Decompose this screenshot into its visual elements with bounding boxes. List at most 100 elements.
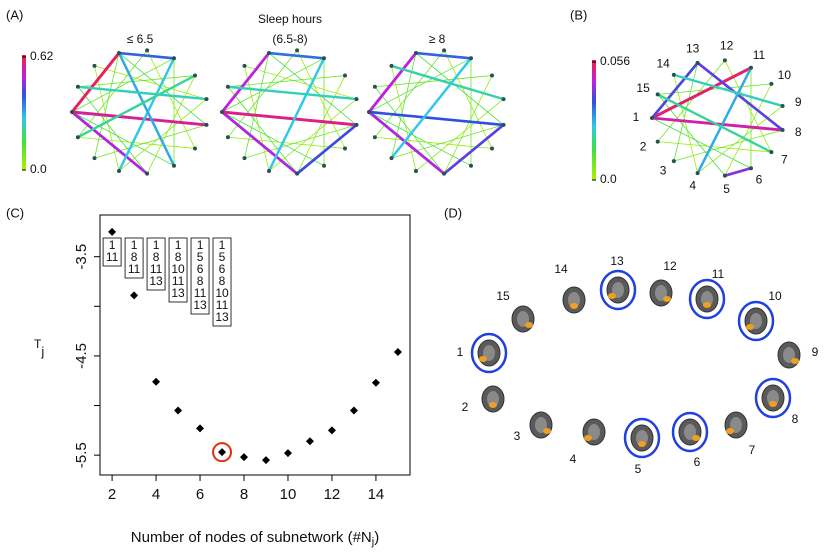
edge	[374, 136, 493, 149]
x-tick-label: 6	[196, 486, 204, 503]
point	[108, 227, 117, 236]
node	[225, 84, 230, 89]
highlight-ring	[470, 332, 508, 374]
edge	[650, 61, 699, 119]
node-label: 14	[656, 57, 670, 71]
node	[204, 122, 209, 127]
node	[92, 63, 97, 68]
x-tick-label: 14	[368, 486, 385, 503]
activation	[746, 324, 754, 330]
node	[671, 159, 676, 164]
edge	[268, 51, 325, 60]
edge	[221, 110, 298, 175]
edge	[220, 52, 271, 113]
edge	[118, 98, 207, 172]
colorbar-label: 0.0	[30, 162, 47, 176]
activation	[769, 401, 777, 407]
x-tick-label: 4	[152, 486, 160, 503]
node	[204, 97, 209, 102]
region-label: 1	[457, 345, 464, 359]
edge	[94, 52, 120, 159]
node-label: 15	[636, 81, 650, 95]
point	[152, 377, 161, 386]
subnetwork-node: 13	[215, 310, 229, 324]
edge	[673, 74, 698, 174]
region-label: 9	[812, 345, 819, 359]
node	[145, 171, 150, 176]
subnetwork-box	[212, 237, 232, 327]
edge	[391, 65, 417, 172]
region-label: 15	[496, 289, 510, 303]
subnetwork-node: 5	[197, 250, 204, 264]
node	[769, 81, 774, 86]
activation	[703, 302, 711, 308]
region-label: 8	[792, 412, 799, 426]
subnetwork-box	[102, 237, 122, 267]
panel-label: (D)	[444, 205, 462, 220]
edge	[77, 74, 196, 139]
edge	[415, 98, 504, 172]
point	[305, 437, 314, 446]
node-label: 5	[723, 182, 730, 196]
subnetwork-node: 1	[109, 238, 116, 252]
y-tick-label: -4.5	[73, 343, 90, 369]
activation	[692, 435, 700, 441]
edge	[221, 111, 325, 167]
brain-inner	[535, 417, 547, 433]
y-axis-label: Tj	[34, 337, 44, 359]
point	[393, 347, 402, 356]
node	[655, 92, 660, 97]
node-label: 4	[689, 179, 696, 193]
node-label: 6	[756, 173, 763, 187]
edge	[227, 50, 298, 138]
node-label: 1	[633, 110, 640, 124]
x-axis-label-text: Number of nodes of subnetwork (#N	[131, 529, 372, 546]
node-label: 11	[753, 48, 766, 62]
node	[501, 97, 506, 102]
node	[242, 156, 247, 161]
region-label: 6	[694, 455, 701, 469]
brain-inner	[783, 347, 795, 363]
edge	[244, 124, 357, 159]
node	[749, 166, 753, 171]
edge	[244, 65, 357, 100]
point	[327, 426, 336, 435]
brain-inner	[636, 430, 648, 446]
node-label: 9	[795, 95, 802, 109]
node	[769, 150, 774, 155]
colorbar	[22, 55, 26, 170]
region-label: 3	[514, 429, 521, 443]
subnetwork-box	[146, 237, 166, 291]
region-label: 2	[462, 400, 469, 414]
node-label: 8	[795, 125, 802, 139]
node	[116, 51, 121, 56]
node	[695, 171, 700, 176]
edge	[221, 57, 325, 113]
edge	[296, 50, 346, 149]
edge	[227, 86, 298, 174]
edge	[415, 51, 472, 60]
node	[413, 51, 418, 56]
subnetwork-node: 11	[106, 250, 119, 264]
x-tick-label: 8	[240, 486, 248, 503]
node	[501, 122, 506, 127]
highlight-circle	[212, 442, 233, 463]
node	[193, 73, 198, 78]
node	[225, 135, 230, 140]
x-tick-label: 2	[108, 486, 116, 503]
node	[266, 168, 271, 173]
brain-inner	[701, 291, 713, 307]
node	[172, 163, 176, 168]
edge	[146, 50, 196, 149]
network	[220, 48, 359, 176]
node-label: 3	[660, 164, 667, 178]
node	[343, 73, 348, 78]
node	[116, 168, 121, 173]
edge	[374, 86, 445, 174]
highlight-ring	[623, 417, 661, 459]
node	[749, 65, 753, 70]
node	[722, 58, 727, 63]
point	[349, 406, 358, 415]
x-axis-label-end: )	[374, 529, 379, 546]
edge	[657, 94, 726, 176]
